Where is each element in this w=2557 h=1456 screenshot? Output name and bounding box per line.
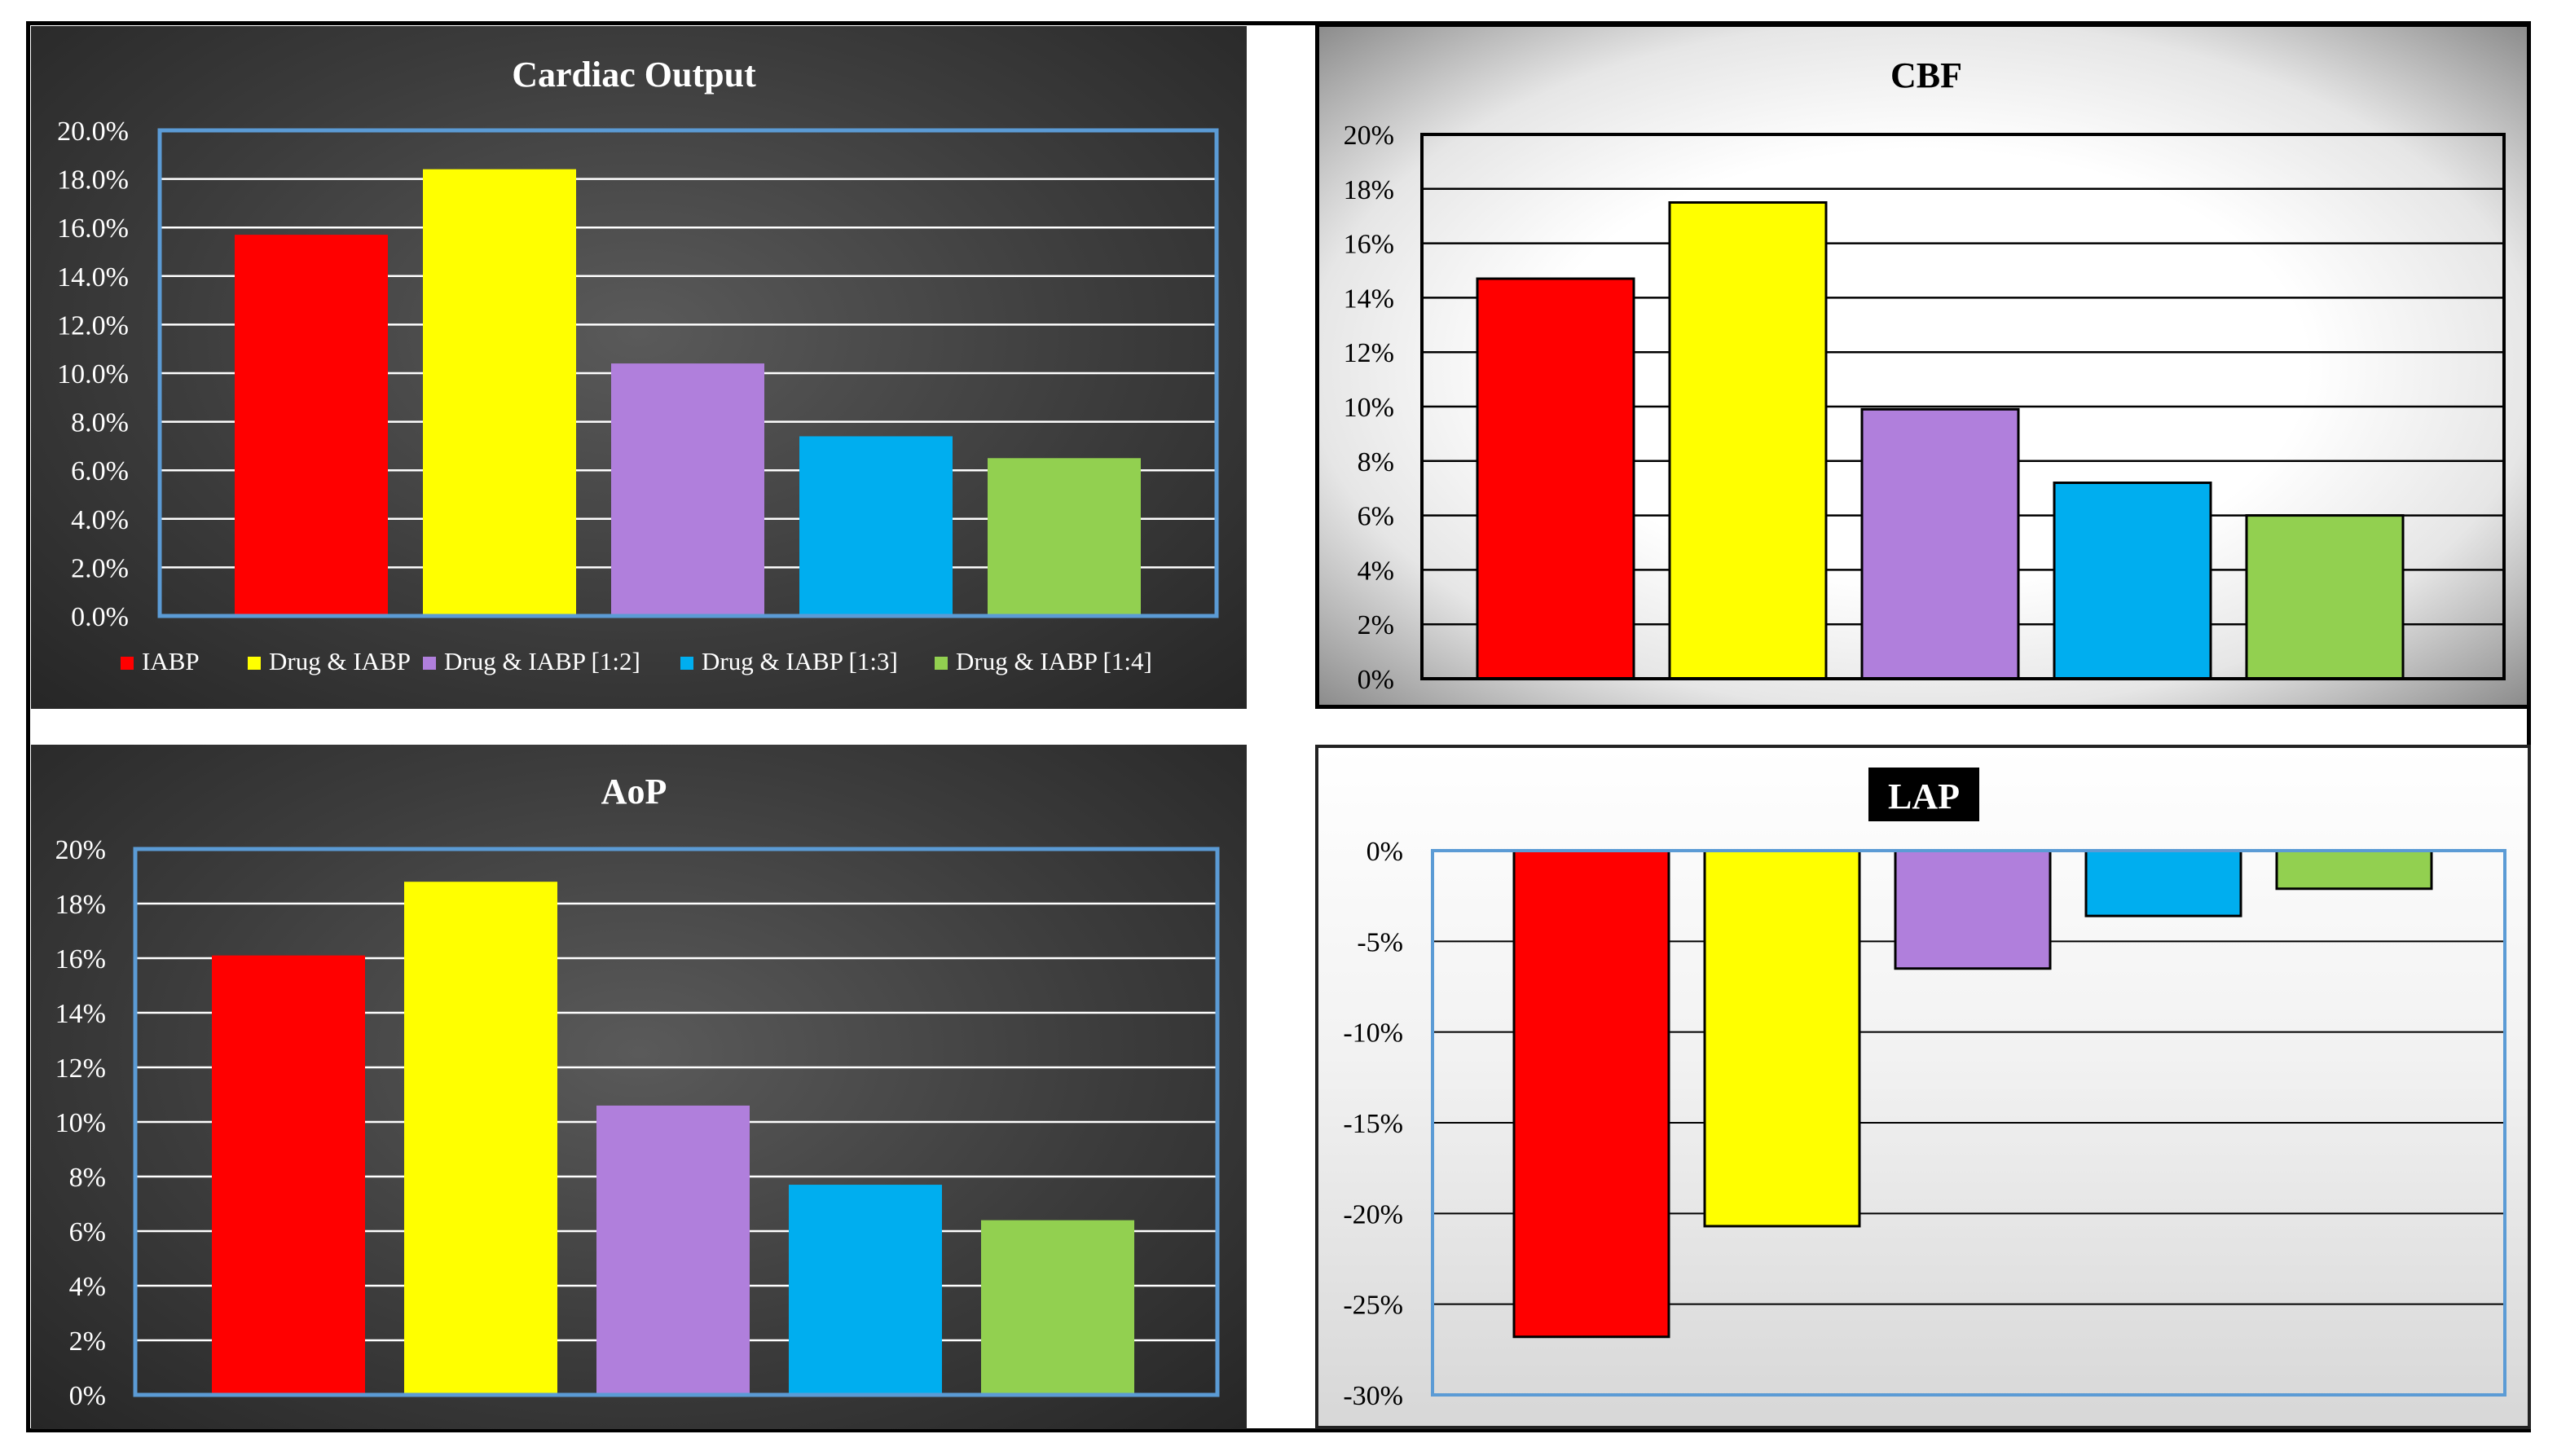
cbf-panel: 0% 2% 4% 6% 8% 10% 12% 14% 16% 18% 20% CBF bbox=[1315, 23, 2531, 709]
chart-title: Cardiac Output bbox=[512, 55, 756, 95]
bar-2 bbox=[423, 169, 576, 616]
y-tick-label: -10% bbox=[1343, 1018, 1403, 1049]
chart-title: CBF bbox=[1890, 55, 1962, 95]
legend-swatch-1 bbox=[121, 657, 134, 670]
y-tick-label: 8.0% bbox=[71, 408, 129, 438]
y-tick-label: -30% bbox=[1343, 1381, 1403, 1411]
bar-4 bbox=[2084, 849, 2242, 917]
y-tick-label: 16% bbox=[1344, 230, 1394, 260]
cardiac-output-chart: 0.0% 2.0% 4.0% 6.0% 8.0% 10.0% 12.0% 14.0% 16.0%… bbox=[57, 55, 1219, 675]
legend-label-2: Drug & IABP bbox=[269, 647, 411, 675]
y-tick-label: 12.0% bbox=[57, 310, 129, 341]
chart-title: LAP bbox=[1888, 776, 1960, 816]
bar-5 bbox=[988, 458, 1141, 616]
cardiac-output-panel: 0.0% 2.0% 4.0% 6.0% 8.0% 10.0% 12.0% 14.0% 16.0%… bbox=[31, 26, 1247, 709]
y-tick-label: 12% bbox=[1344, 338, 1394, 368]
aop-chart: 0% 2% 4% 6% 8% 10% 12% 14% 16% 18% 20% AoP bbox=[55, 772, 1220, 1411]
legend-swatch-4 bbox=[680, 657, 693, 670]
legend-swatch-3 bbox=[423, 657, 436, 670]
bar-4 bbox=[799, 436, 953, 616]
y-tick-label: 8% bbox=[69, 1163, 106, 1193]
y-tick-label: 14% bbox=[55, 999, 106, 1029]
figure-frame bbox=[26, 21, 2531, 1432]
plot-area-frame bbox=[1431, 849, 2506, 1397]
legend-swatch-5 bbox=[935, 657, 948, 670]
y-tick-label: 16.0% bbox=[57, 213, 129, 244]
bar-3 bbox=[611, 363, 764, 616]
bar-1 bbox=[212, 955, 365, 1395]
y-tick-label: 0.0% bbox=[71, 602, 129, 632]
y-tick-label: 10% bbox=[1344, 393, 1394, 423]
y-tick-label: 4% bbox=[1358, 556, 1394, 586]
y-tick-label: 18% bbox=[55, 890, 106, 920]
y-tick-label: 10.0% bbox=[57, 359, 129, 389]
bar-1 bbox=[1512, 849, 1670, 1339]
y-tick-label: 20% bbox=[55, 835, 106, 865]
y-tick-label: -20% bbox=[1343, 1199, 1403, 1229]
plot-area-frame bbox=[157, 128, 1219, 618]
bar-2 bbox=[404, 882, 557, 1395]
bar-4 bbox=[789, 1185, 942, 1395]
y-tick-label: 2% bbox=[69, 1326, 106, 1357]
y-tick-label: 0% bbox=[1367, 837, 1403, 867]
y-tick-label: 10% bbox=[55, 1108, 106, 1138]
y-tick-label: 16% bbox=[55, 944, 106, 974]
y-tick-label: 12% bbox=[55, 1054, 106, 1084]
y-tick-label: 20% bbox=[1344, 121, 1394, 151]
bar-3 bbox=[1860, 407, 2020, 680]
y-tick-label: -25% bbox=[1343, 1291, 1403, 1321]
aop-panel: 0% 2% 4% 6% 8% 10% 12% 14% 16% 18% 20% AoP bbox=[31, 745, 1247, 1429]
y-tick-label: 20.0% bbox=[57, 117, 129, 147]
bar-3 bbox=[1894, 849, 2052, 970]
bar-2 bbox=[1703, 849, 1861, 1228]
y-tick-label: 14% bbox=[1344, 284, 1394, 314]
legend-label-5: Drug & IABP [1:4] bbox=[956, 647, 1152, 675]
legend-label-1: IABP bbox=[142, 647, 200, 675]
y-tick-label: 0% bbox=[69, 1381, 106, 1411]
y-tick-label: 18% bbox=[1344, 175, 1394, 205]
y-tick-label: 0% bbox=[1358, 665, 1394, 695]
bar-2 bbox=[1668, 201, 1828, 680]
y-tick-label: 2.0% bbox=[71, 553, 129, 583]
y-tick-label: -5% bbox=[1357, 927, 1403, 957]
bar-5 bbox=[2275, 849, 2433, 891]
y-tick-label: 14.0% bbox=[57, 262, 129, 293]
y-tick-label: 4% bbox=[69, 1272, 106, 1302]
bar-1 bbox=[1476, 277, 1635, 680]
legend-label-3: Drug & IABP [1:2] bbox=[444, 647, 640, 675]
title-background bbox=[1868, 768, 1979, 821]
y-tick-label: -15% bbox=[1343, 1109, 1403, 1139]
bar-5 bbox=[981, 1220, 1134, 1395]
y-tick-label: 6% bbox=[1358, 502, 1394, 532]
bar-1 bbox=[235, 235, 388, 616]
chart-title: AoP bbox=[601, 772, 667, 812]
y-tick-label: 6.0% bbox=[71, 456, 129, 486]
y-tick-label: 4.0% bbox=[71, 505, 129, 535]
y-tick-label: 18.0% bbox=[57, 165, 129, 196]
lap-chart: -30% -25% -20% -15% -10% -5% 0% LAP bbox=[1343, 768, 2506, 1411]
plot-area-frame bbox=[1420, 133, 2506, 680]
lap-panel: -30% -25% -20% -15% -10% -5% 0% LAP bbox=[1315, 745, 2531, 1429]
legend-label-4: Drug & IABP [1:3] bbox=[702, 647, 898, 675]
y-tick-label: 2% bbox=[1358, 610, 1394, 640]
legend-swatch-2 bbox=[248, 657, 261, 670]
bar-3 bbox=[596, 1105, 750, 1395]
bar-4 bbox=[2053, 482, 2212, 680]
y-tick-label: 8% bbox=[1358, 447, 1394, 477]
bar-5 bbox=[2245, 514, 2405, 680]
cbf-chart: 0% 2% 4% 6% 8% 10% 12% 14% 16% 18% 20% CBF bbox=[1344, 55, 2506, 695]
plot-area-frame bbox=[133, 847, 1220, 1397]
y-tick-label: 6% bbox=[69, 1217, 106, 1247]
